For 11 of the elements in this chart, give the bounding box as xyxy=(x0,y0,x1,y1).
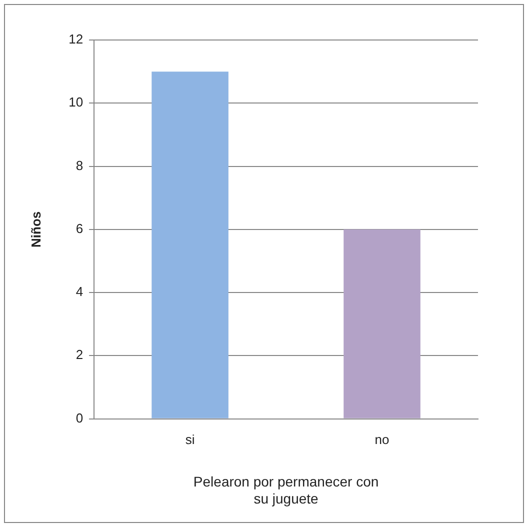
x-tick-label: no xyxy=(374,432,390,448)
y-tick-label: 4 xyxy=(76,284,84,300)
y-tick-label: 6 xyxy=(76,220,84,236)
y-tick-label: 0 xyxy=(76,410,84,426)
x-tick-label: si xyxy=(185,432,195,448)
y-tick-label: 2 xyxy=(76,347,84,362)
y-tick-label: 10 xyxy=(68,94,84,110)
y-axis-title: Niños xyxy=(28,211,44,248)
x-axis-title: Pelearon por permanecer con su juguete xyxy=(193,474,379,506)
y-tick-label: 8 xyxy=(76,158,84,173)
y-tick-label: 12 xyxy=(68,32,84,47)
